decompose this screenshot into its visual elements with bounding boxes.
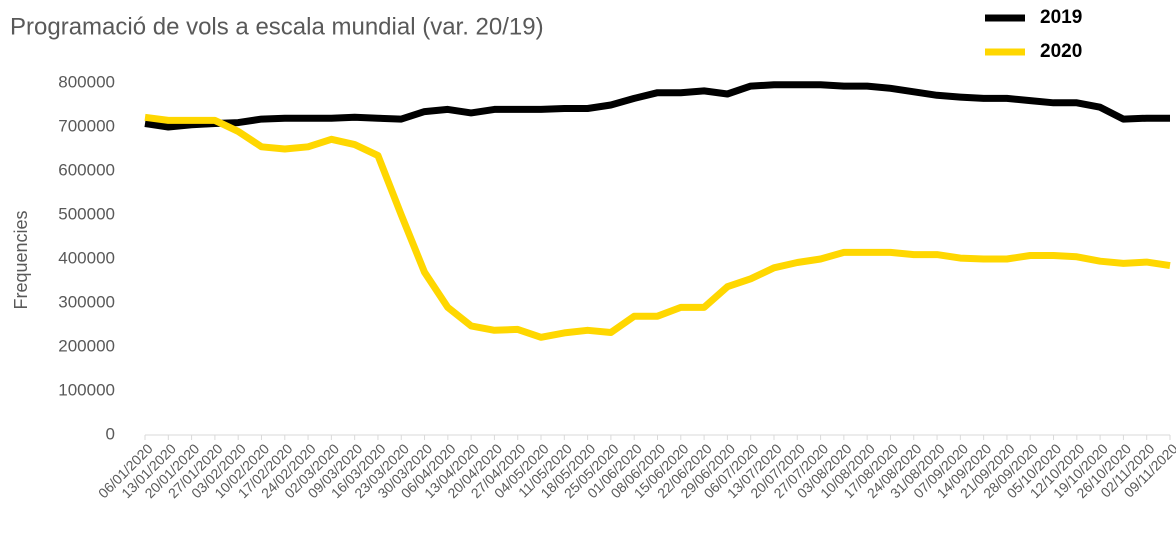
series-line <box>144 113 1171 341</box>
y-axis-label: Frequencies <box>11 210 31 309</box>
y-tick-label: 800000 <box>58 72 115 91</box>
legend-label: 2020 <box>1040 41 1082 62</box>
y-tick-label: 500000 <box>58 204 115 223</box>
series-line <box>144 81 1170 131</box>
y-tick-label: 700000 <box>58 116 115 135</box>
y-tick-label: 400000 <box>58 248 115 267</box>
y-tick-label: 600000 <box>58 160 115 179</box>
y-tick-label: 100000 <box>58 380 115 399</box>
y-tick-label: 0 <box>106 424 115 443</box>
y-tick-label: 300000 <box>58 292 115 311</box>
y-tick-label: 200000 <box>58 336 115 355</box>
chart-title: Programació de vols a escala mundial (va… <box>10 13 544 40</box>
legend-label: 2019 <box>1040 7 1082 28</box>
